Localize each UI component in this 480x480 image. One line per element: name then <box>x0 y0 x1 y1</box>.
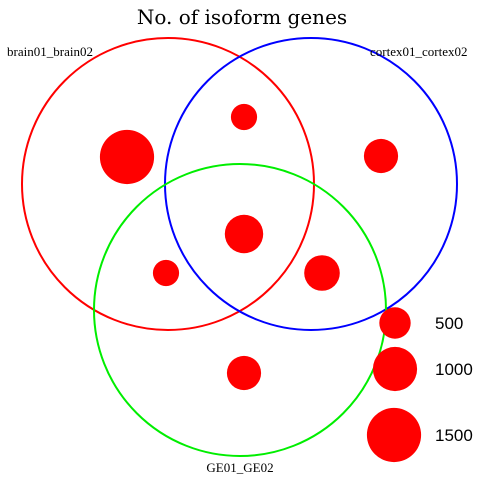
region-marker-cortex <box>363 138 399 174</box>
region-marker-brain <box>99 129 155 185</box>
legend-label-1500: 1500 <box>435 426 473 445</box>
set-label-brain: brain01_brain02 <box>7 44 93 59</box>
region-markers <box>99 103 399 391</box>
region-marker-cortex-ge <box>304 255 340 291</box>
set-label-ge: GE01_GE02 <box>206 460 273 475</box>
legend-marker-1500 <box>366 407 422 463</box>
set-circle-ge <box>93 163 387 457</box>
region-marker-brain-cortex <box>230 103 258 131</box>
legend-marker-1000 <box>372 346 418 392</box>
region-marker-brain-cortex-ge <box>224 214 264 254</box>
set-circles <box>21 37 458 457</box>
region-marker-brain-ge <box>152 259 180 287</box>
set-label-cortex: cortex01_cortex02 <box>370 44 467 59</box>
diagram-title: No. of isoform genes <box>137 5 347 29</box>
region-marker-ge <box>226 355 262 391</box>
size-legend: 500 1000 1500 <box>366 307 473 463</box>
legend-marker-500 <box>379 307 411 339</box>
legend-label-500: 500 <box>435 314 463 333</box>
legend-label-1000: 1000 <box>435 360 473 379</box>
